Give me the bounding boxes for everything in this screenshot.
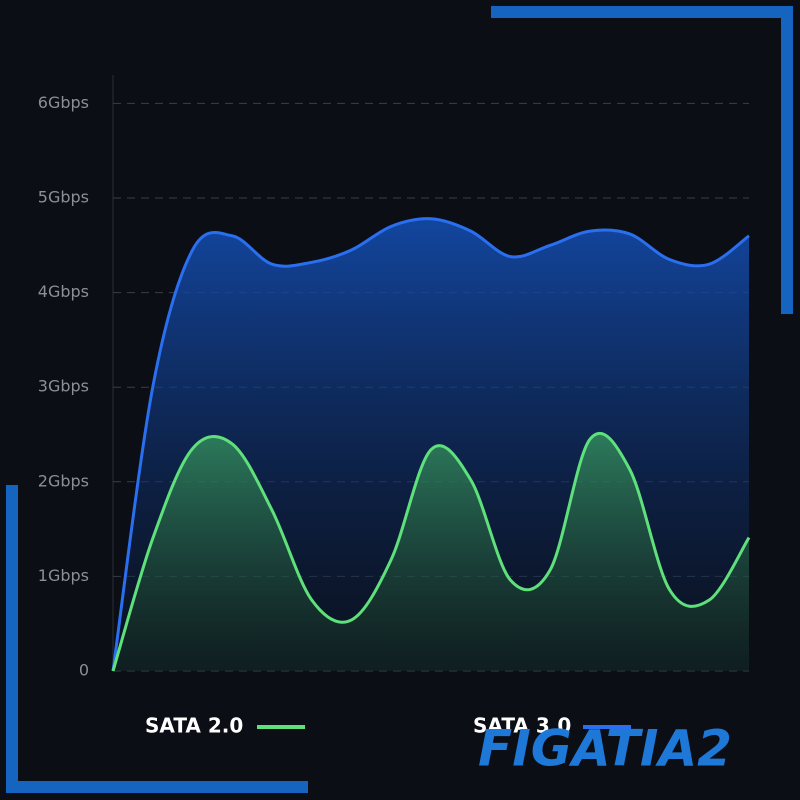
watermark: FIGATIA2 [478,720,732,778]
line [111,217,750,672]
y-tick-label: 0 [79,661,89,680]
legend-label: SATA 3.0 [473,714,571,738]
area [113,433,749,671]
y-tick-label: 1Gbps [38,566,89,585]
y-tick-label: 4Gbps [38,282,89,301]
line [111,431,751,672]
legend-label: SATA 2.0 [145,714,243,738]
plot-area: 0 1Gbps 2Gbps 3Gbps 4Gbps 5Gbps 6Gbps [38,93,751,680]
corner-bracket [491,6,793,314]
y-tick-label: 6Gbps [38,93,89,112]
y-tick-label: 5Gbps [38,187,89,206]
y-tick-label: 3Gbps [38,377,89,396]
y-tick-label: 2Gbps [38,471,89,490]
corner-bracket [6,485,308,793]
